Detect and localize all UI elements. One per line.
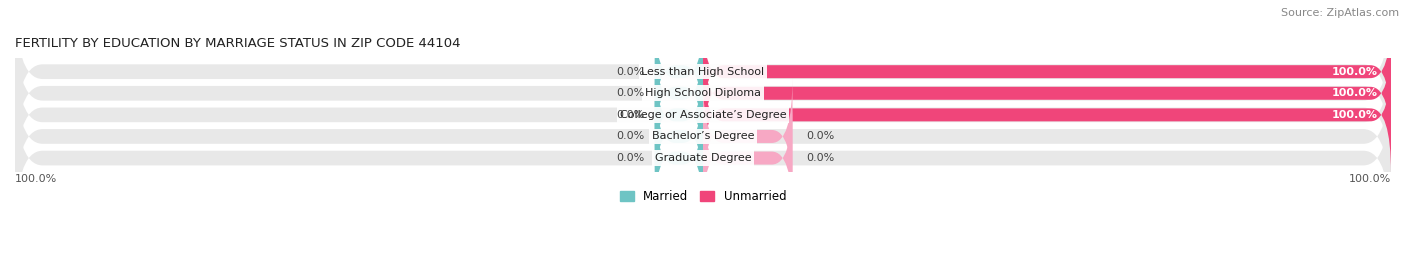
FancyBboxPatch shape	[703, 13, 1391, 130]
Text: 0.0%: 0.0%	[616, 67, 644, 77]
Text: 0.0%: 0.0%	[616, 110, 644, 120]
Text: 100.0%: 100.0%	[1331, 88, 1378, 98]
Text: 0.0%: 0.0%	[806, 153, 834, 163]
Text: 0.0%: 0.0%	[616, 132, 644, 141]
Text: 100.0%: 100.0%	[1348, 174, 1391, 184]
FancyBboxPatch shape	[703, 100, 793, 216]
Text: 0.0%: 0.0%	[616, 153, 644, 163]
FancyBboxPatch shape	[703, 78, 793, 195]
FancyBboxPatch shape	[15, 0, 1391, 151]
Text: High School Diploma: High School Diploma	[645, 88, 761, 98]
Text: Less than High School: Less than High School	[641, 67, 765, 77]
FancyBboxPatch shape	[703, 35, 1391, 152]
FancyBboxPatch shape	[15, 36, 1391, 194]
FancyBboxPatch shape	[15, 79, 1391, 237]
Text: 100.0%: 100.0%	[1331, 110, 1378, 120]
FancyBboxPatch shape	[655, 100, 703, 216]
FancyBboxPatch shape	[15, 57, 1391, 215]
Legend: Married, Unmarried: Married, Unmarried	[620, 190, 786, 203]
FancyBboxPatch shape	[15, 14, 1391, 172]
FancyBboxPatch shape	[655, 78, 703, 195]
Text: 100.0%: 100.0%	[15, 174, 58, 184]
Text: Source: ZipAtlas.com: Source: ZipAtlas.com	[1281, 8, 1399, 18]
FancyBboxPatch shape	[703, 56, 1391, 173]
Text: College or Associate’s Degree: College or Associate’s Degree	[620, 110, 786, 120]
FancyBboxPatch shape	[655, 13, 703, 130]
Text: 0.0%: 0.0%	[616, 88, 644, 98]
Text: Bachelor’s Degree: Bachelor’s Degree	[652, 132, 754, 141]
FancyBboxPatch shape	[655, 35, 703, 152]
FancyBboxPatch shape	[655, 56, 703, 173]
Text: FERTILITY BY EDUCATION BY MARRIAGE STATUS IN ZIP CODE 44104: FERTILITY BY EDUCATION BY MARRIAGE STATU…	[15, 37, 461, 49]
Text: 100.0%: 100.0%	[1331, 67, 1378, 77]
Text: Graduate Degree: Graduate Degree	[655, 153, 751, 163]
Text: 0.0%: 0.0%	[806, 132, 834, 141]
